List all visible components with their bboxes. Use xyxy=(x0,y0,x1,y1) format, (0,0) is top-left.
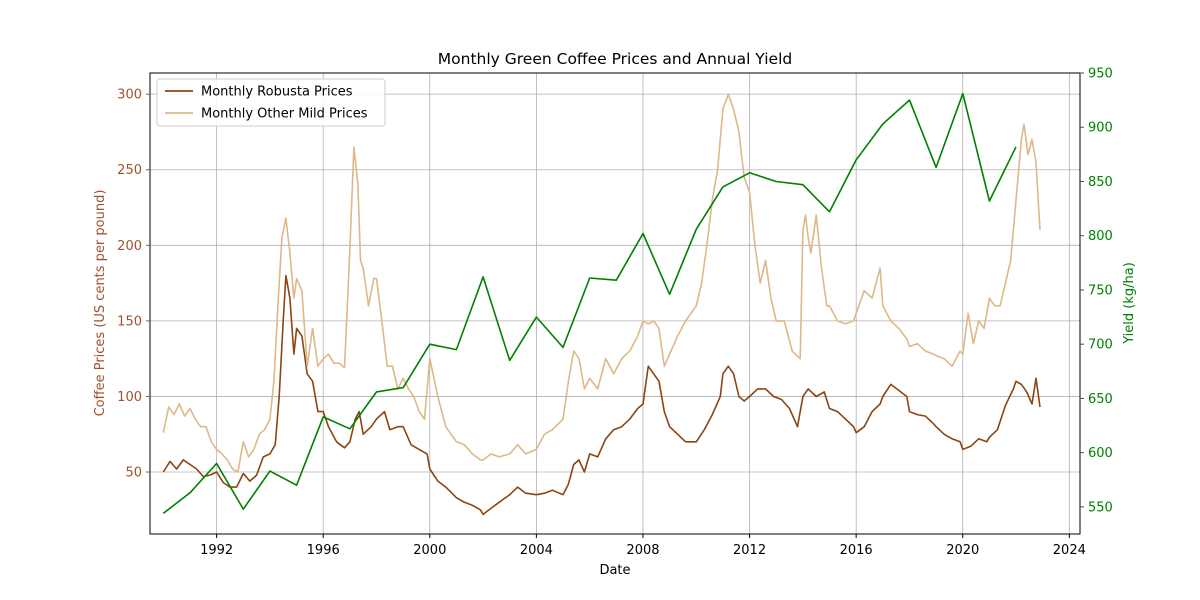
right-tick-label: 600 xyxy=(1088,446,1113,461)
right-tick-label: 850 xyxy=(1088,175,1113,190)
robusta-price-line xyxy=(162,274,1041,516)
right-tick-label: 900 xyxy=(1088,121,1113,136)
right-tick-label: 950 xyxy=(1088,67,1113,82)
right-tick-label: 800 xyxy=(1088,229,1113,244)
right-axis-title: Yield (kg/ha) xyxy=(1122,262,1137,345)
legend: Monthly Robusta Prices Monthly Other Mild… xyxy=(156,78,386,127)
right-tick-label: 650 xyxy=(1088,392,1113,407)
other-mild-price-line xyxy=(162,93,1041,473)
right-tick-label: 750 xyxy=(1088,283,1113,298)
right-tick-label: 550 xyxy=(1088,500,1113,515)
left-tick-label: 200 xyxy=(117,239,142,254)
left-tick-label: 300 xyxy=(117,88,142,103)
x-tick-label: 2000 xyxy=(413,543,446,558)
yield-line xyxy=(162,92,1017,515)
x-tick-label: 2020 xyxy=(946,543,979,558)
right-tick-label: 700 xyxy=(1088,338,1113,353)
x-tick-label: 2016 xyxy=(840,543,873,558)
legend-box xyxy=(156,78,386,127)
x-tick-label: 2012 xyxy=(733,543,766,558)
chart-title: Monthly Green Coffee Prices and Annual Y… xyxy=(438,50,792,68)
x-tick-label: 2024 xyxy=(1053,543,1086,558)
x-tick-label: 2004 xyxy=(520,543,553,558)
plot-frame xyxy=(149,72,1081,535)
x-tick-label: 2008 xyxy=(626,543,659,558)
left-tick-label: 50 xyxy=(125,466,142,481)
left-axis-title: Coffee Prices (US cents per pound) xyxy=(93,190,108,417)
left-tick-label: 100 xyxy=(117,390,142,405)
x-tick-label: 1996 xyxy=(307,543,340,558)
axes: 1992 1996 2000 2004 2008 2012 2016 2020 2024 50 10… xyxy=(117,67,1113,559)
legend-label: Monthly Other Mild Prices xyxy=(201,107,368,122)
x-tick-label: 1992 xyxy=(200,543,233,558)
grid-lines xyxy=(150,73,1080,534)
x-axis-title: Date xyxy=(599,563,630,578)
left-tick-label: 150 xyxy=(117,314,142,329)
left-tick-label: 250 xyxy=(117,163,142,178)
series-layer xyxy=(162,92,1041,516)
legend-label: Monthly Robusta Prices xyxy=(201,85,353,100)
